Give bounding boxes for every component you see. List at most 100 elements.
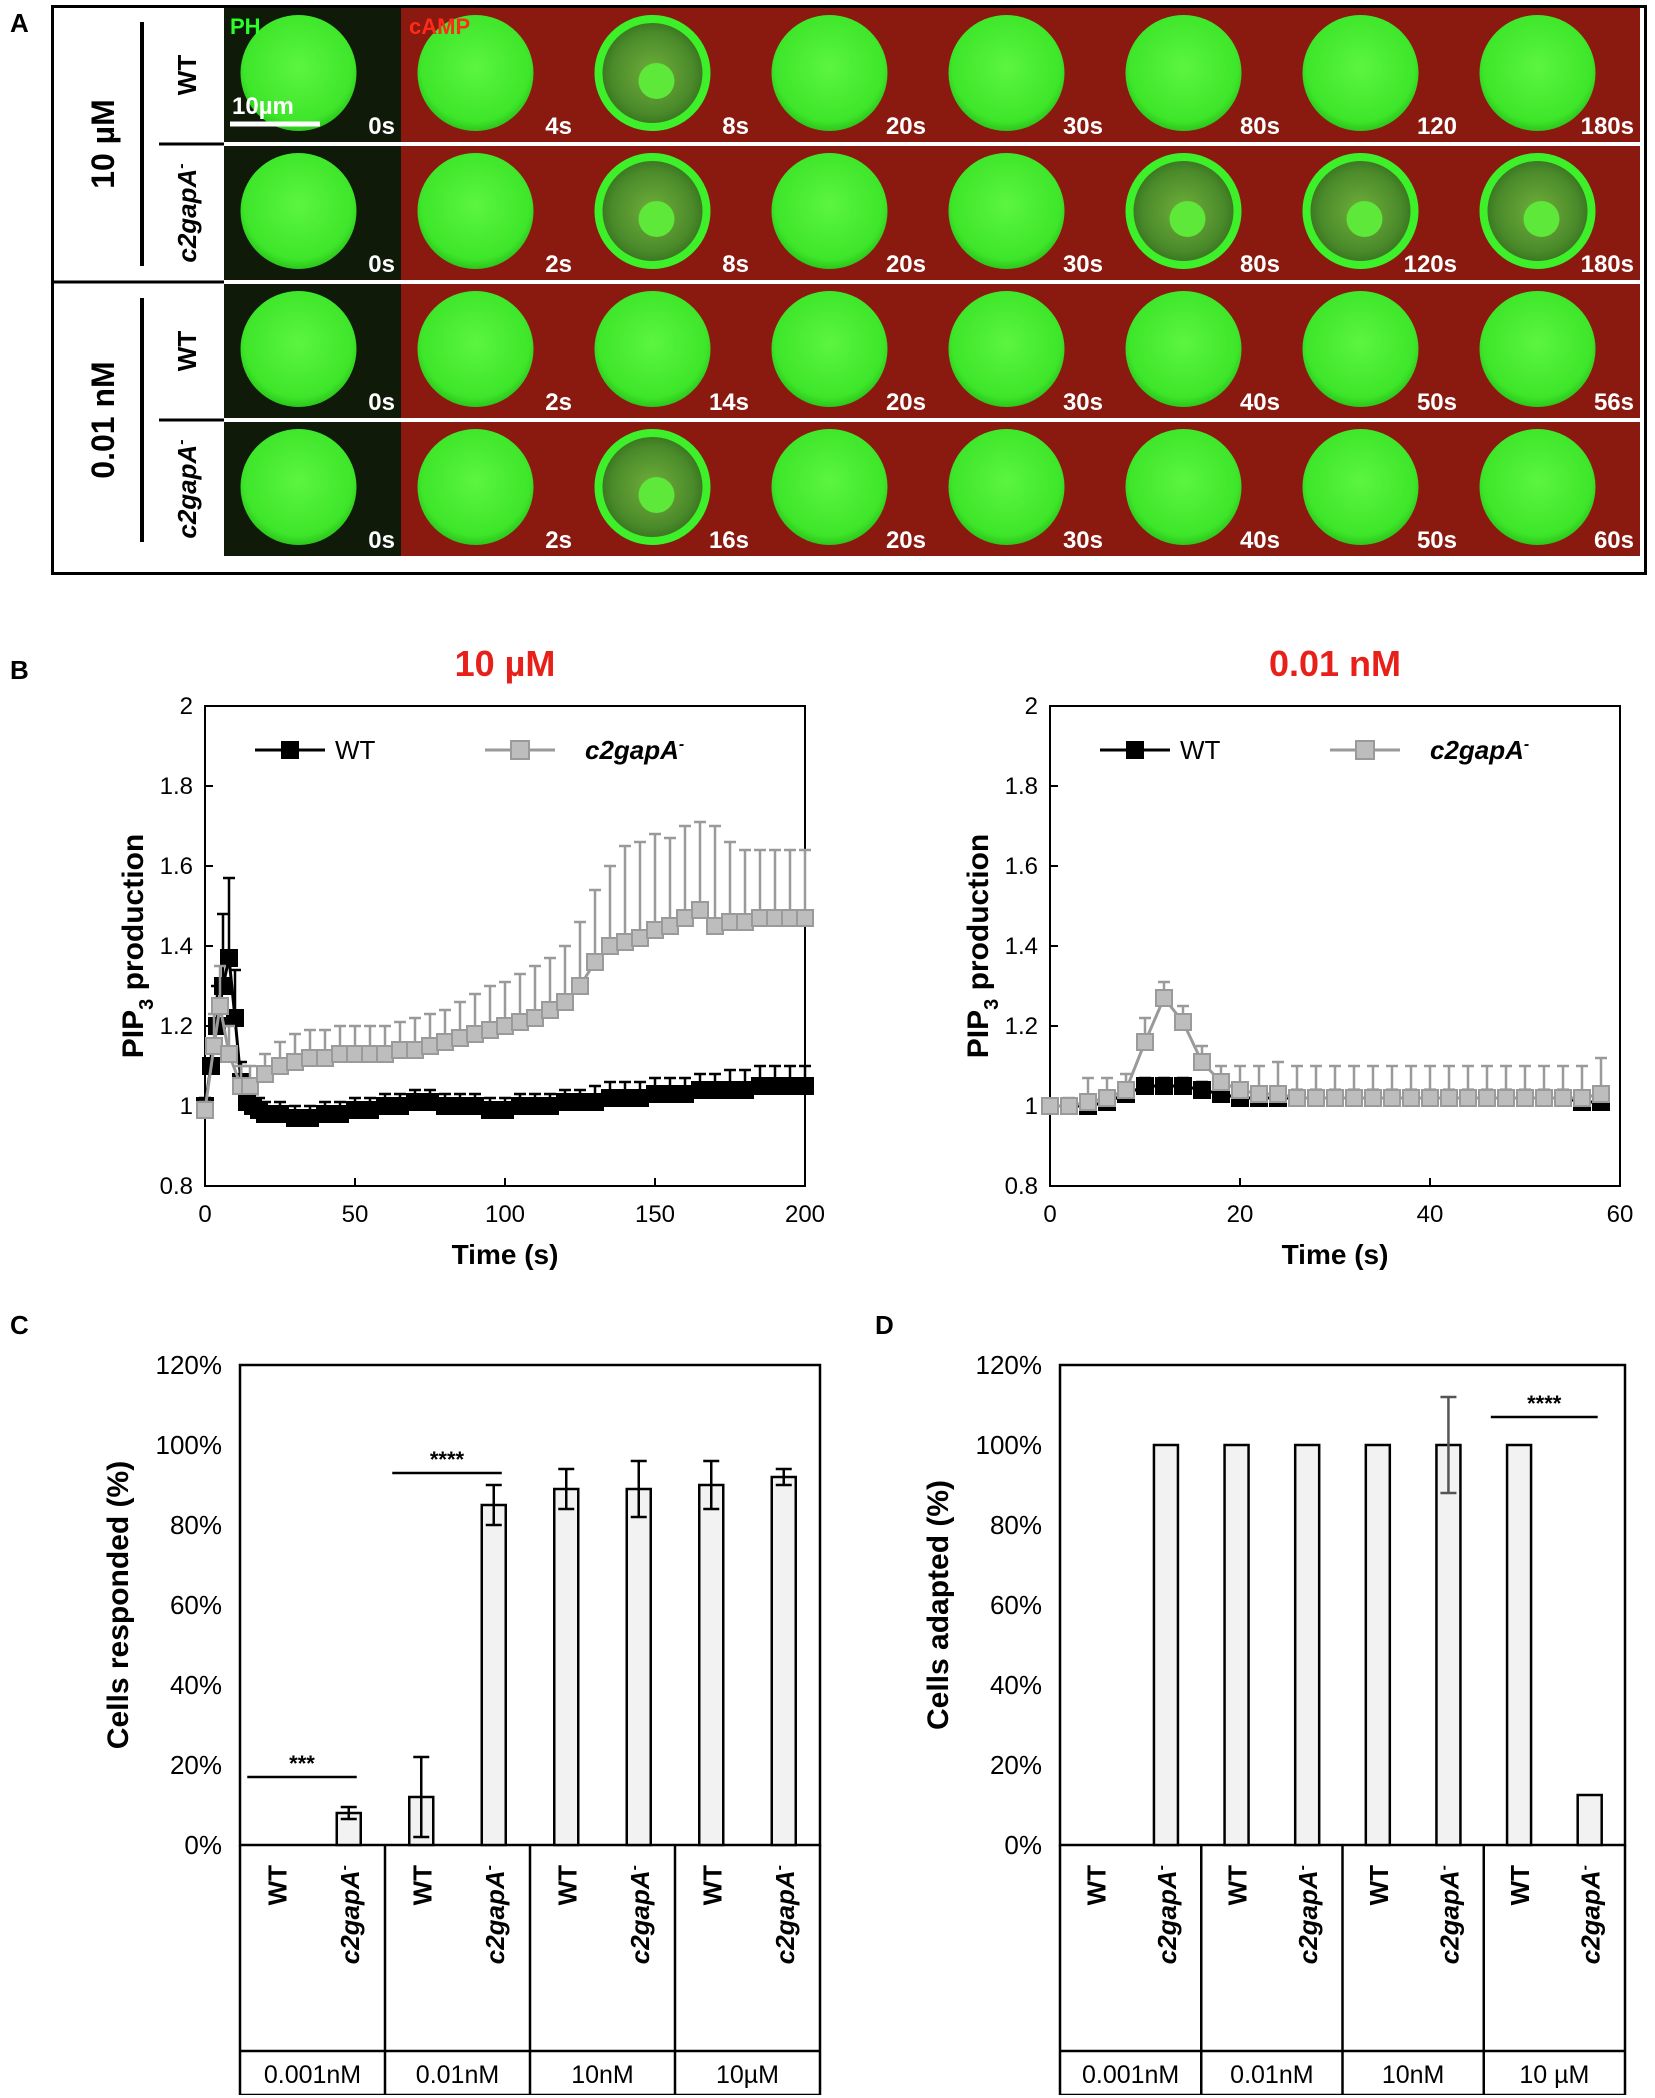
data-point — [241, 1077, 259, 1095]
significance-label: *** — [289, 1751, 315, 1776]
y-tick-label: 1.8 — [1005, 773, 1038, 800]
data-point — [316, 1105, 334, 1123]
data-point — [1155, 989, 1173, 1007]
data-point — [466, 1097, 484, 1115]
microscopy-panel: 0s 4s 8s 20s 30s 80s 120 180s 0s 2s 8s 20s 30s 80s 120… — [51, 5, 1647, 575]
y-tick-label: 80% — [170, 1510, 222, 1540]
frame-time-label: 30s — [1063, 113, 1103, 140]
data-point — [796, 909, 814, 927]
data-point — [271, 1105, 289, 1123]
data-point — [316, 1049, 334, 1067]
category-label-main: c2gapA — [770, 1870, 800, 1964]
data-point — [1383, 1089, 1401, 1107]
legend-marker-c2gapa — [1355, 740, 1375, 760]
data-point — [1193, 1081, 1211, 1099]
data-point — [586, 1093, 604, 1111]
plot-frame — [238, 1363, 822, 1847]
bar — [698, 1483, 725, 1847]
frame-time-label: 16s — [709, 527, 749, 554]
y-tick-label: 100% — [976, 1430, 1043, 1460]
legend-label-c2gapa: c2gapA- — [585, 735, 684, 765]
category-label-main: c2gapA — [1434, 1870, 1464, 1964]
data-point — [676, 1085, 694, 1103]
cell — [948, 15, 1065, 131]
frame-time-label: 120 — [1417, 113, 1457, 140]
x-tick-label: 60 — [1607, 1201, 1634, 1228]
bar — [1576, 1793, 1603, 1847]
y-tick-label: 100% — [156, 1430, 223, 1460]
data-point — [256, 1065, 274, 1083]
frame-time-label: 40s — [1240, 527, 1280, 554]
chart-d-cells-adapted: 0% 20% 40% 60% 80% 100% 120% Cells adapted (%) *… — [922, 1350, 1627, 2095]
data-point — [220, 949, 238, 967]
data-point — [1098, 1089, 1116, 1107]
x-tick-label: 20 — [1227, 1201, 1254, 1228]
cell — [417, 429, 534, 545]
y-tick-label: 20% — [990, 1750, 1042, 1780]
legend-marker-wt — [1126, 741, 1144, 759]
x-tick-label: 50 — [342, 1201, 369, 1228]
x-tick-label: 0 — [198, 1201, 211, 1228]
data-point — [286, 1053, 304, 1071]
chart-title: 0.01 nM — [1269, 643, 1401, 684]
data-point — [1364, 1089, 1382, 1107]
frame-time-label: 180s — [1581, 113, 1634, 140]
y-axis-label: Cells adapted (%) — [922, 1480, 955, 1730]
cell-membrane — [594, 153, 711, 269]
frame-time-label: 20s — [886, 113, 926, 140]
category-label-c2gapa: c2gapA- — [1434, 1865, 1464, 1964]
strain-label-c2gapa: c2gapA- — [172, 439, 202, 538]
cell — [417, 15, 534, 131]
frame-time-label: 14s — [709, 389, 749, 416]
data-point — [205, 1037, 223, 1055]
cell-membrane — [1125, 153, 1242, 269]
y-tick-label: 1.4 — [1005, 933, 1038, 960]
category-label-c2gapa: c2gapA- — [1293, 1865, 1323, 1964]
data-point — [661, 917, 679, 935]
y-tick-label: 1.6 — [160, 853, 193, 880]
frame-time-label: 0s — [368, 251, 395, 278]
legend-marker-c2gapa — [510, 740, 530, 760]
frame-time-label: 4s — [545, 113, 572, 140]
data-point — [631, 929, 649, 947]
cell — [1479, 429, 1596, 545]
bar — [770, 1475, 797, 1847]
data-point — [586, 953, 604, 971]
y-tick-label: 80% — [990, 1510, 1042, 1540]
data-point — [436, 1033, 454, 1051]
data-point — [1288, 1089, 1306, 1107]
category-label-main: c2gapA — [1576, 1870, 1606, 1964]
data-point — [346, 1101, 364, 1119]
legend-marker-wt — [281, 741, 299, 759]
data-point — [736, 913, 754, 931]
data-point — [376, 1045, 394, 1063]
data-point — [1117, 1081, 1135, 1099]
category-label-sup: - — [1153, 1865, 1170, 1870]
y-tick-label: 1 — [1025, 1093, 1038, 1120]
cell-membrane — [594, 429, 711, 545]
category-label-wt: WT — [1081, 1865, 1111, 1906]
category-label-sup: - — [771, 1865, 788, 1870]
data-point — [766, 1077, 784, 1095]
cell-nucleus-spot — [638, 477, 675, 513]
cell — [771, 153, 888, 269]
group-label: 0.001nM — [264, 2061, 361, 2089]
group-label: 10nM — [1382, 2061, 1445, 2089]
data-point — [1497, 1089, 1515, 1107]
y-axis-label-rest: production — [962, 834, 995, 999]
data-point — [481, 1021, 499, 1039]
y-axis-label-sub: 3 — [981, 999, 1003, 1010]
category-label-sup: - — [481, 1865, 498, 1870]
cell-nucleus-spot — [638, 63, 675, 99]
category-label-c2gapa: c2gapA- — [1576, 1865, 1606, 1964]
strain-label-wt: WT — [172, 55, 202, 96]
category-label-c2gapa: c2gapA- — [480, 1865, 510, 1964]
data-point — [1136, 1033, 1154, 1051]
y-tick-label: 1.8 — [160, 773, 193, 800]
legend-label-c2gapa-sup: - — [679, 736, 684, 753]
condition-label: 0.01 nM — [85, 361, 121, 478]
plot-frame — [1058, 1363, 1627, 1847]
data-point — [1573, 1089, 1591, 1107]
data-point — [691, 901, 709, 919]
